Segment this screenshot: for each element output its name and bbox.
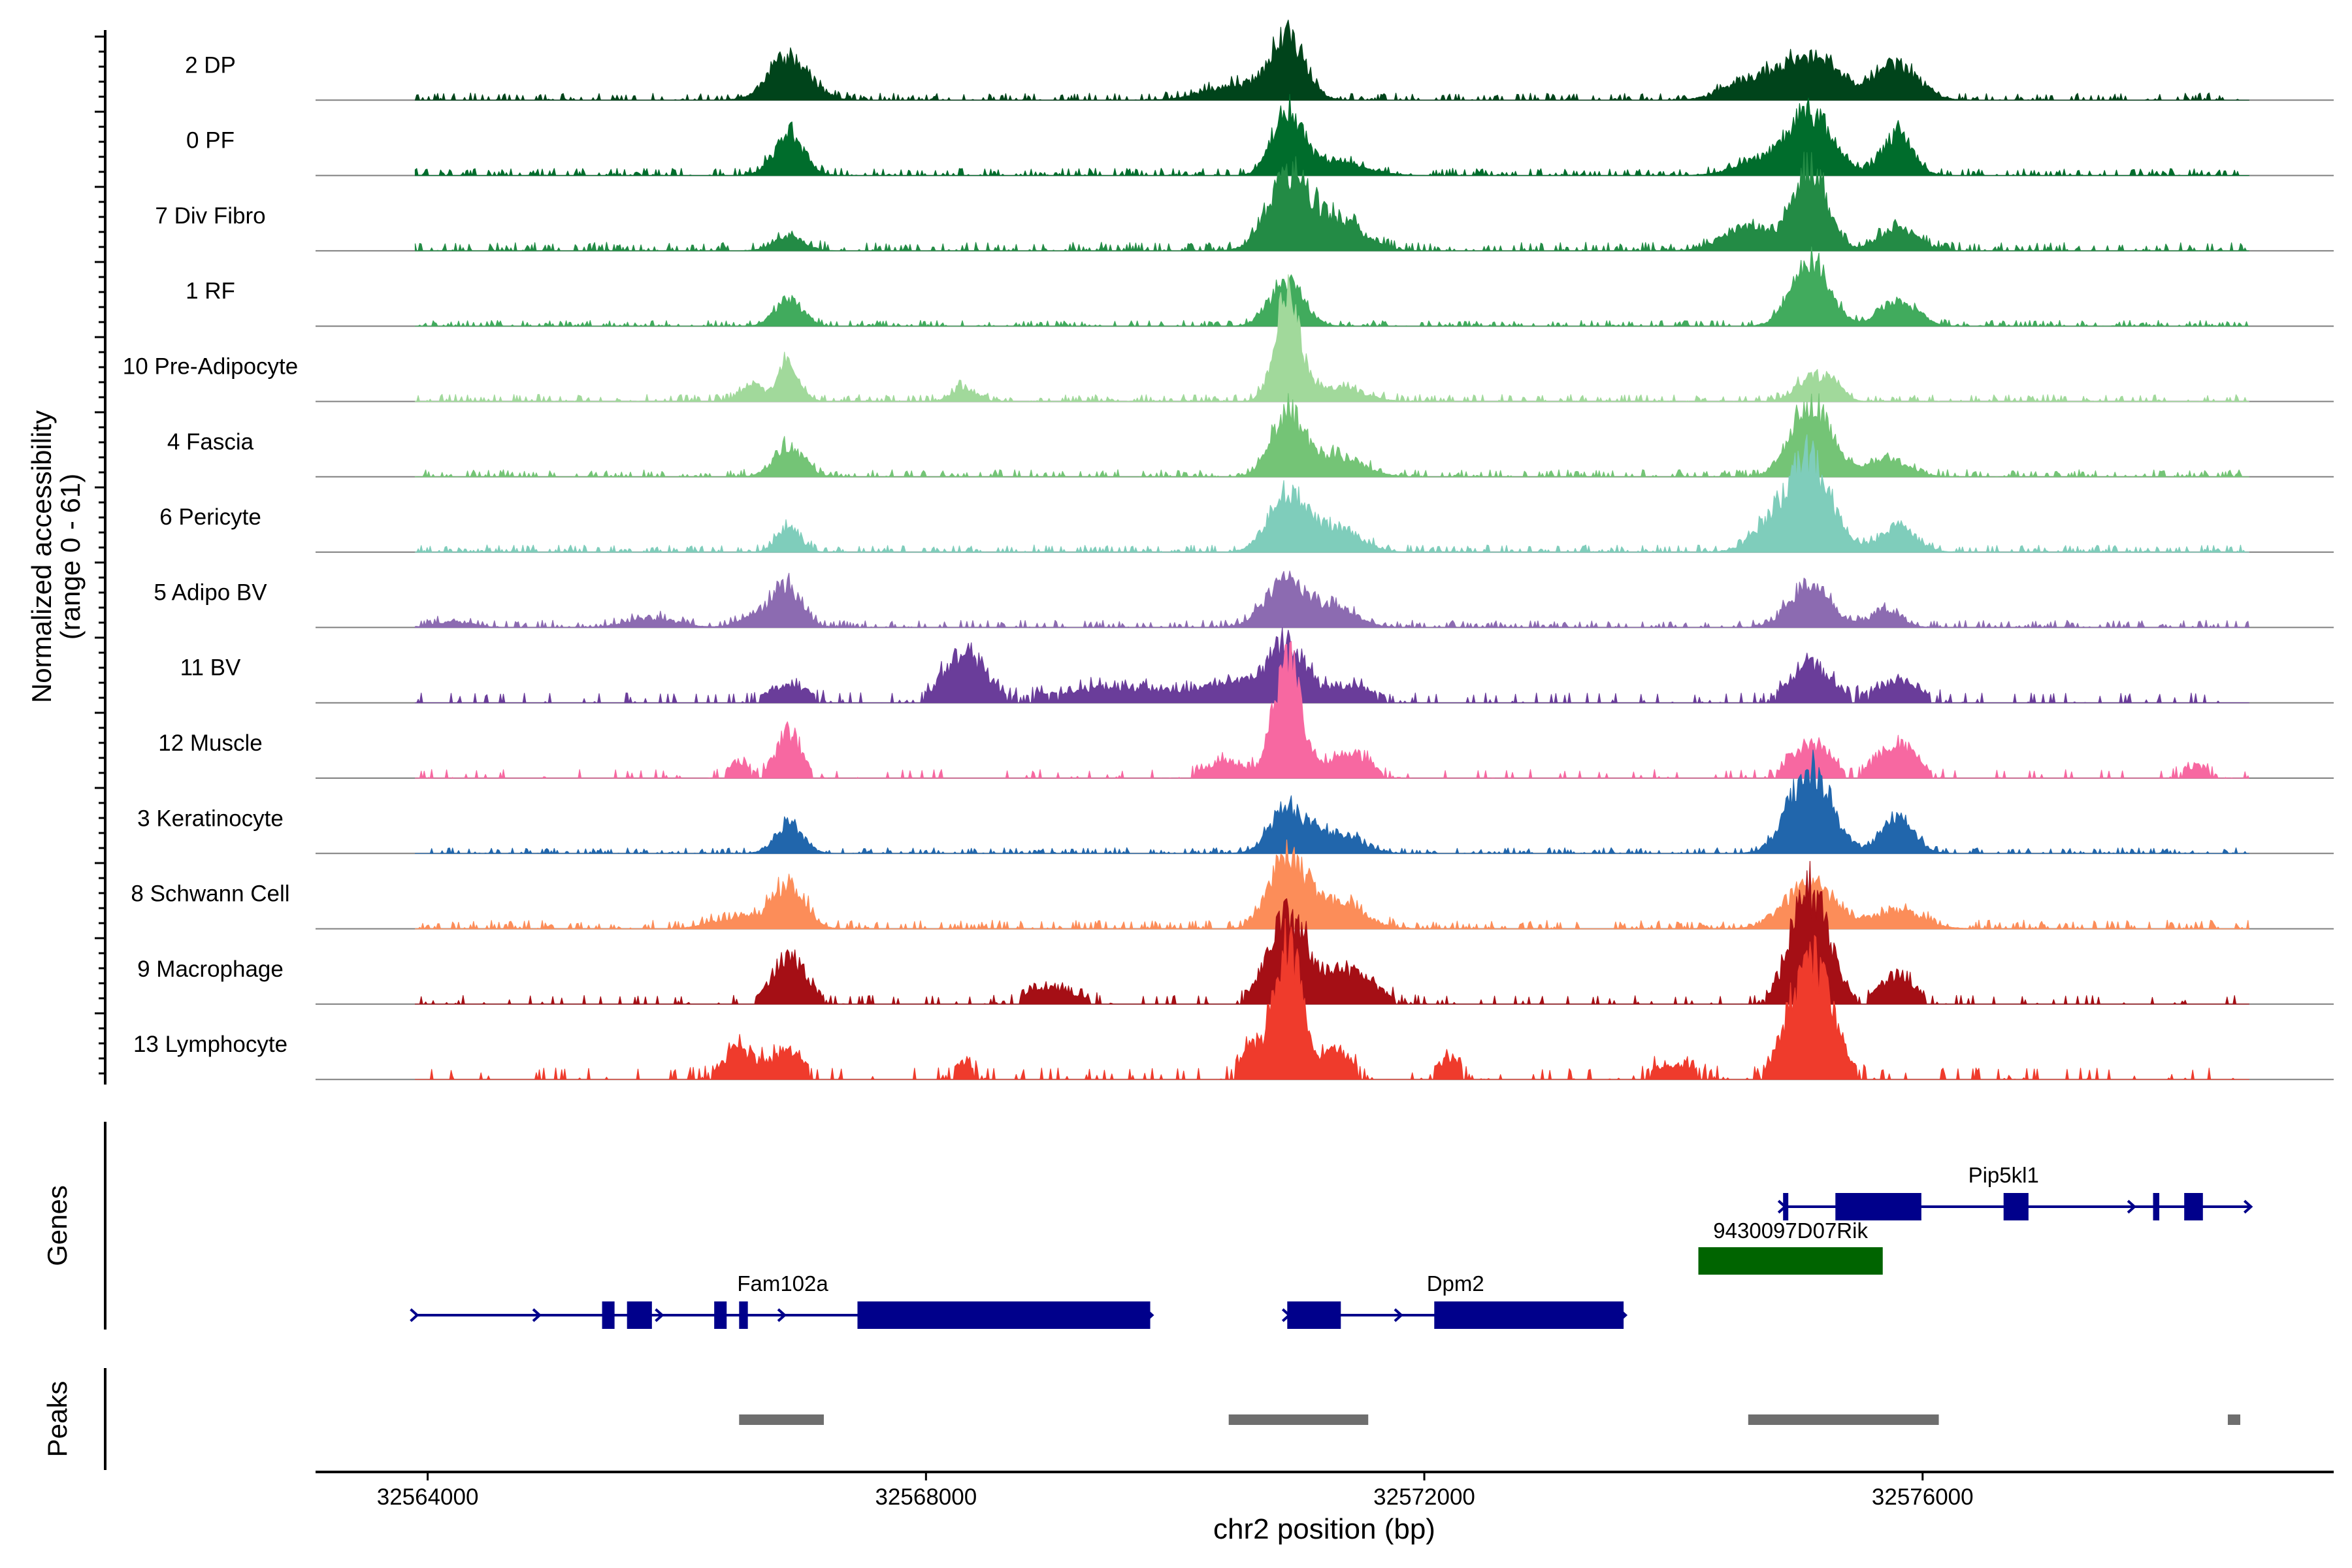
track-9-macrophage: 9 Macrophage bbox=[137, 860, 2334, 1005]
strand-chevron bbox=[777, 1308, 787, 1322]
track-6-pericyte: 6 Pericyte bbox=[159, 434, 2334, 553]
exon bbox=[857, 1301, 1151, 1329]
track-label: 5 Adipo BV bbox=[154, 580, 267, 605]
x-axis-ticks: 32564000 32568000 32572000 32576000 bbox=[377, 1472, 1974, 1510]
gene-fam102a: Fam102a bbox=[410, 1271, 1154, 1329]
track-label: 9 Macrophage bbox=[137, 956, 284, 982]
strand-chevron bbox=[532, 1308, 542, 1322]
peak-bar bbox=[1748, 1414, 1939, 1425]
track-5-adipo-bv: 5 Adipo BV bbox=[154, 570, 2334, 629]
gene-annotations: Fam102a Dpm2 9430097D07Rik Pip5kl1 bbox=[410, 1163, 2253, 1329]
exon bbox=[2184, 1193, 2203, 1220]
strand-chevron bbox=[2244, 1200, 2253, 1214]
gene-block bbox=[1698, 1247, 1883, 1275]
exon bbox=[739, 1301, 748, 1329]
peak-bar bbox=[1228, 1414, 1369, 1425]
peak-bar bbox=[2227, 1414, 2240, 1425]
gene-label: 9430097D07Rik bbox=[1713, 1218, 1868, 1243]
peak-regions bbox=[739, 1414, 2240, 1425]
coverage-area bbox=[414, 627, 2249, 704]
strand-chevron bbox=[655, 1308, 664, 1322]
exon bbox=[627, 1301, 652, 1329]
y-axis-title-line1: Normalized accessibility bbox=[26, 410, 57, 703]
x-tick-label: 32576000 bbox=[1872, 1484, 1974, 1510]
coverage-area bbox=[414, 840, 2249, 930]
coverage-area bbox=[414, 152, 2249, 252]
track-label: 11 BV bbox=[180, 655, 241, 681]
coverage-area bbox=[414, 570, 2249, 628]
track-4-fascia: 4 Fascia bbox=[167, 393, 2334, 478]
track-8-schwann-cell: 8 Schwann Cell bbox=[131, 840, 2334, 930]
track-label: 4 Fascia bbox=[167, 429, 254, 455]
x-tick-label: 32564000 bbox=[377, 1484, 479, 1510]
track-13-lymphocyte: 13 Lymphocyte bbox=[133, 918, 2334, 1081]
coverage-area bbox=[414, 860, 2249, 1005]
x-tick-label: 32572000 bbox=[1373, 1484, 1475, 1510]
exon bbox=[1783, 1193, 1789, 1220]
gene-pip5kl1: Pip5kl1 bbox=[1777, 1163, 2253, 1220]
track-label: 10 Pre-Adipocyte bbox=[123, 354, 298, 380]
coverage-area bbox=[414, 393, 2249, 478]
y-axis-title-line2: (range 0 - 61) bbox=[55, 474, 86, 640]
exon bbox=[1434, 1301, 1624, 1329]
track-1-rf: 1 RF bbox=[186, 246, 2334, 327]
coverage-area bbox=[414, 246, 2249, 327]
coverage-area bbox=[414, 434, 2249, 553]
coverage-area bbox=[414, 20, 2249, 101]
coverage-area bbox=[414, 274, 2249, 402]
exon bbox=[2153, 1193, 2160, 1220]
x-axis-title: chr2 position (bp) bbox=[1213, 1513, 1435, 1545]
track-label: 12 Muscle bbox=[158, 730, 263, 756]
strand-chevron bbox=[410, 1308, 419, 1322]
track-label: 7 Div Fibro bbox=[155, 203, 265, 229]
track-label: 8 Schwann Cell bbox=[131, 881, 289, 907]
track-label: 2 DP bbox=[185, 52, 236, 78]
strand-chevron bbox=[1394, 1308, 1403, 1322]
coverage-area bbox=[414, 749, 2249, 854]
exon bbox=[1835, 1193, 1921, 1220]
x-tick-label: 32568000 bbox=[875, 1484, 977, 1510]
coverage-area bbox=[414, 93, 2249, 176]
gene-label: Fam102a bbox=[737, 1271, 828, 1296]
track-label: 1 RF bbox=[186, 278, 235, 304]
track-3-keratinocyte: 3 Keratinocyte bbox=[137, 749, 2334, 855]
gene-dpm2: Dpm2 bbox=[1281, 1271, 1628, 1329]
exon bbox=[2003, 1193, 2029, 1220]
track-label: 0 PF bbox=[186, 128, 235, 154]
track-11-bv: 11 BV bbox=[180, 627, 2334, 704]
track-2-dp: 2 DP bbox=[185, 20, 2334, 101]
coverage-area bbox=[414, 641, 2249, 779]
track-10-pre-adipocyte: 10 Pre-Adipocyte bbox=[123, 274, 2334, 402]
genes-panel-label: Genes bbox=[42, 1185, 73, 1266]
gene-label: Dpm2 bbox=[1427, 1271, 1484, 1296]
coverage-y-ticks bbox=[95, 35, 105, 1075]
track-label: 6 Pericyte bbox=[159, 504, 261, 530]
coverage-tracks: 2 DP 0 PF 7 Div Fibro 1 RF 10 Pre-Adipocyte 4… bbox=[123, 20, 2334, 1081]
peaks-panel-label: Peaks bbox=[42, 1381, 73, 1458]
track-label: 13 Lymphocyte bbox=[133, 1032, 287, 1057]
peak-bar bbox=[739, 1414, 824, 1425]
track-12-muscle: 12 Muscle bbox=[158, 641, 2334, 779]
exon bbox=[714, 1301, 727, 1329]
exon bbox=[1287, 1301, 1341, 1329]
strand-chevron bbox=[2127, 1200, 2137, 1214]
coverage-area bbox=[414, 918, 2249, 1080]
track-0-pf: 0 PF bbox=[186, 93, 2334, 176]
gene-label: Pip5kl1 bbox=[1968, 1163, 2039, 1187]
track-label: 3 Keratinocyte bbox=[137, 806, 284, 831]
gene-9430097d07rik: 9430097D07Rik bbox=[1698, 1218, 1883, 1275]
exon bbox=[602, 1301, 615, 1329]
track-7-div-fibro: 7 Div Fibro bbox=[155, 152, 2334, 252]
